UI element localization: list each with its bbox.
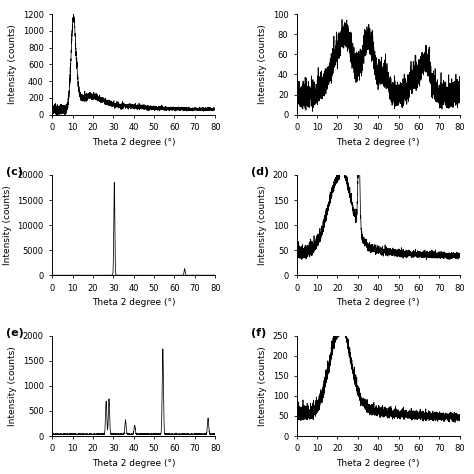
X-axis label: Theta 2 degree (°): Theta 2 degree (°)	[337, 459, 420, 468]
X-axis label: Theta 2 degree (°): Theta 2 degree (°)	[92, 459, 175, 468]
X-axis label: Theta 2 degree (°): Theta 2 degree (°)	[92, 298, 175, 307]
Text: (e): (e)	[7, 328, 24, 337]
Y-axis label: Intensity (counts): Intensity (counts)	[3, 185, 12, 265]
Text: (f): (f)	[251, 328, 266, 337]
Y-axis label: Intensity (counts): Intensity (counts)	[258, 185, 267, 265]
Y-axis label: Intensity (counts): Intensity (counts)	[8, 346, 17, 426]
X-axis label: Theta 2 degree (°): Theta 2 degree (°)	[337, 137, 420, 146]
Y-axis label: Intensity (counts): Intensity (counts)	[258, 346, 267, 426]
Text: (c): (c)	[7, 167, 23, 177]
Y-axis label: Intensity (counts): Intensity (counts)	[8, 25, 17, 104]
X-axis label: Theta 2 degree (°): Theta 2 degree (°)	[337, 298, 420, 307]
X-axis label: Theta 2 degree (°): Theta 2 degree (°)	[92, 137, 175, 146]
Text: (d): (d)	[251, 167, 269, 177]
Y-axis label: Intensity (counts): Intensity (counts)	[258, 25, 267, 104]
